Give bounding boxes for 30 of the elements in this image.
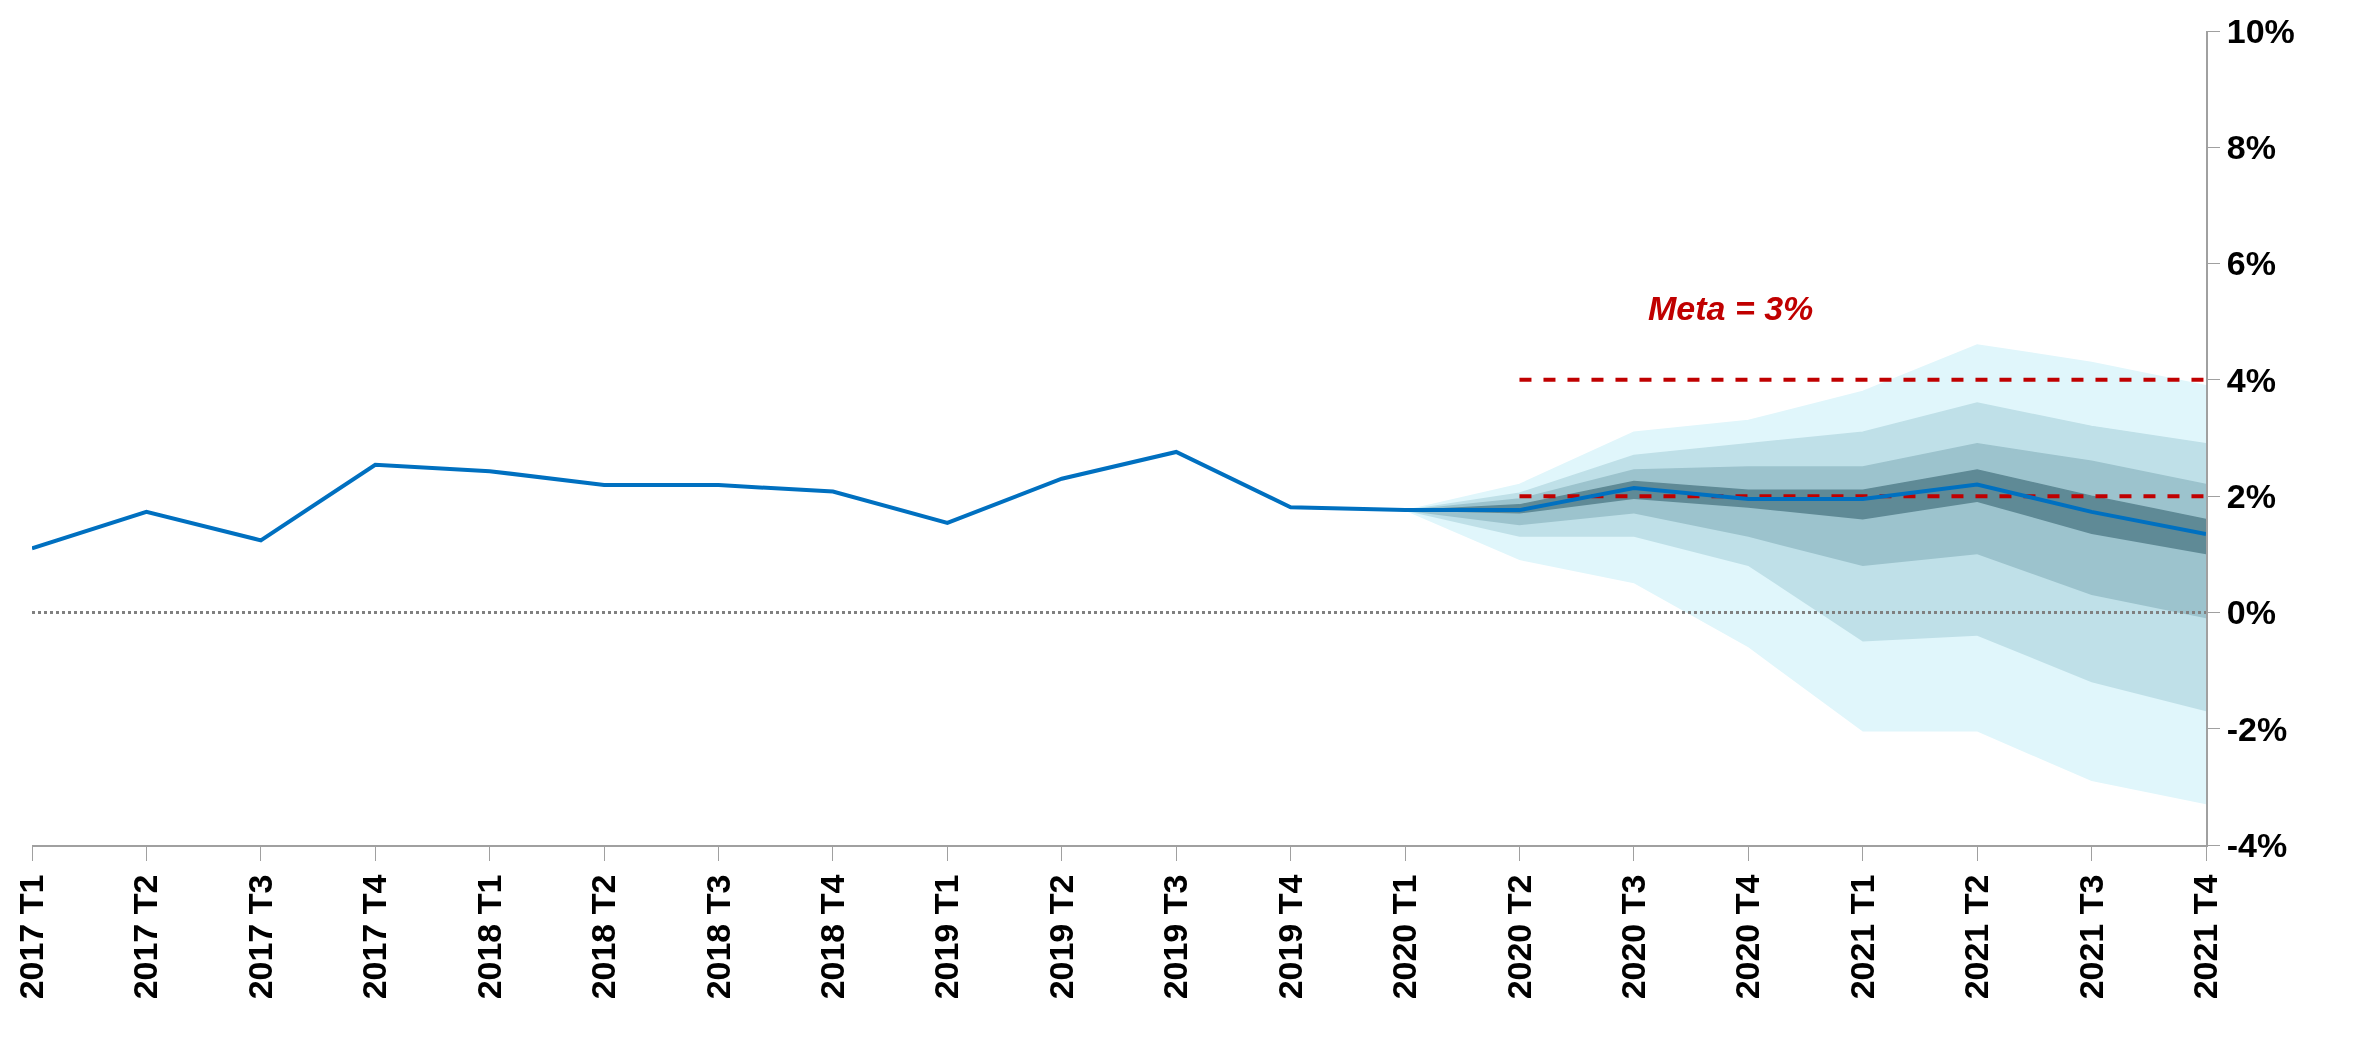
x-tick-label: 2018 T4	[813, 874, 851, 1000]
x-tick-label: 2020 T2	[1499, 874, 1538, 1000]
x-tick-label: 2019 T2	[1041, 874, 1080, 1000]
x-tick-label: 2020 T3	[1613, 874, 1652, 1000]
annotation: Meta = 3%	[1648, 289, 1814, 327]
x-tick-label: 2021 T4	[2186, 874, 2225, 1000]
x-tick-label: 2021 T1	[1842, 874, 1881, 1000]
y-tick-label: 6%	[2226, 244, 2276, 283]
x-tick-label: 2017 T1	[12, 874, 51, 1000]
y-tick-label: 0%	[2226, 593, 2276, 632]
x-tick-label: 2020 T4	[1728, 874, 1767, 1000]
y-tick-label: 8%	[2226, 128, 2276, 167]
x-tick-label: 2019 T1	[927, 874, 966, 1000]
y-tick-label: 2%	[2226, 477, 2276, 516]
x-tick-label: 2018 T3	[698, 874, 737, 1000]
y-tick-label: -2%	[2226, 709, 2288, 748]
x-tick-label: 2018 T1	[469, 874, 508, 1000]
y-tick-label: 10%	[2226, 11, 2295, 50]
x-tick-label: 2020 T1	[1385, 874, 1424, 1000]
x-tick-label: 2017 T3	[240, 874, 279, 1000]
y-tick-label: 4%	[2226, 360, 2276, 399]
y-tick-label: -4%	[2226, 825, 2288, 864]
x-tick-label: 2017 T2	[126, 874, 165, 1000]
x-tick-label: 2021 T3	[2071, 874, 2110, 1000]
x-tick-label: 2017 T4	[355, 874, 394, 1000]
x-tick-label: 2021 T2	[1957, 874, 1996, 1000]
x-tick-label: 2019 T4	[1270, 874, 1309, 1000]
line-series	[32, 449, 2206, 551]
x-tick-label: 2019 T3	[1156, 874, 1195, 1000]
x-tick-label: 2018 T2	[584, 874, 623, 1000]
